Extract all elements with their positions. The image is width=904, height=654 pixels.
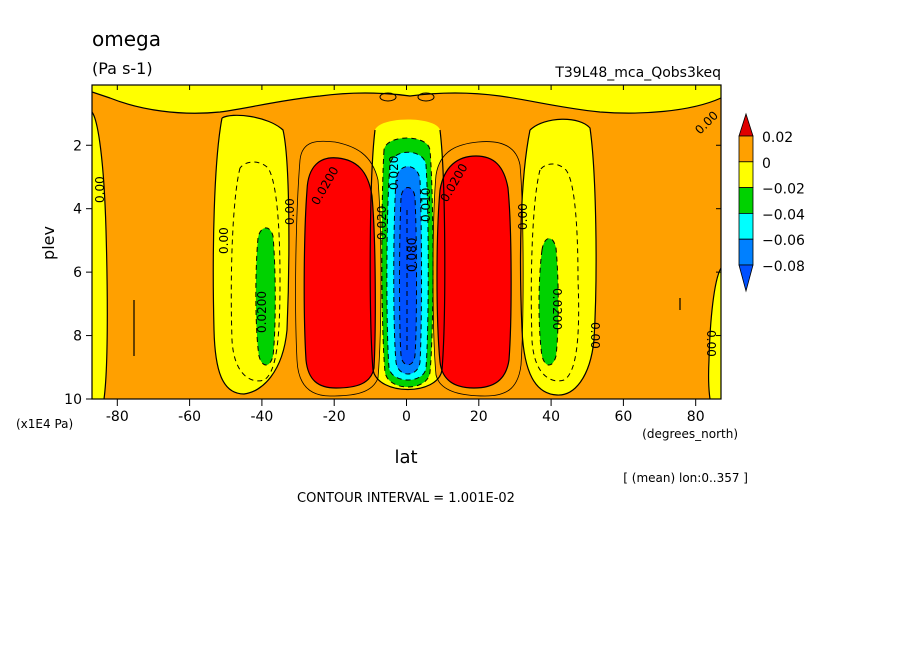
contour-line [92, 111, 108, 399]
colorbar-segment [738, 238, 754, 266]
colorbar-segment [738, 187, 754, 214]
colorbar-min-arrow [738, 264, 754, 293]
chart-units: (Pa s-1) [92, 59, 153, 78]
contour-line [707, 267, 721, 399]
x-tick-label: 20 [470, 409, 488, 425]
yellow-zone-east-edge [708, 268, 721, 399]
deep-blue-zone-equator [399, 187, 417, 365]
contour-line [381, 137, 434, 388]
colorbar: 0.02 0 −0.02 −0.04 −0.06 −0.08 [738, 112, 805, 293]
contour-line [295, 140, 382, 397]
y-tick-label: 4 [73, 202, 82, 218]
colorbar-label: −0.06 [762, 233, 805, 249]
colorbar-segment [738, 212, 754, 240]
y-axis: 2 4 6 8 10 [64, 138, 721, 408]
colorbar-max-arrow [738, 112, 754, 137]
y-axis-units: (x1E4 Pa) [16, 417, 73, 431]
y-tick-label: 2 [73, 138, 82, 154]
x-tick-label: -40 [250, 409, 273, 425]
contour-label: 0.00 [217, 227, 231, 254]
contour-label: 0.0200 [255, 291, 269, 333]
colorbar-segment [738, 161, 754, 189]
contour-label: 0.020 [375, 206, 389, 240]
colorbar-label: −0.02 [762, 182, 805, 198]
green-zone-south-midlat [255, 227, 276, 365]
y-axis-label: plev [39, 226, 58, 260]
x-axis-label: lat [394, 447, 417, 468]
contour-field: 0.00 0.0200 0.020 0.0200 0.0200 0.00 0.0… [92, 85, 721, 399]
contour-label: 0.00 [283, 198, 297, 225]
contour-line [212, 114, 290, 395]
contour-label: 0.020 [387, 156, 401, 190]
contour-label: 0.00 [588, 322, 602, 349]
contour-lines [92, 91, 721, 399]
colorbar-label: 0.02 [762, 130, 793, 146]
experiment-label: T39L48_mca_Qobs3keq [554, 65, 721, 81]
y-tick-label: 10 [64, 392, 82, 408]
red-zone-north [437, 156, 512, 388]
contour-line [519, 118, 597, 396]
contour-line [92, 91, 721, 114]
colorbar-label: −0.04 [762, 207, 805, 223]
yellow-zone-north [520, 119, 597, 396]
x-tick-label: 80 [687, 409, 705, 425]
x-tick-label: 40 [542, 409, 560, 425]
green-zone-north-midlat [539, 238, 559, 365]
x-axis-units: (degrees_north) [642, 427, 738, 441]
contour-label: 0.080 [405, 238, 419, 272]
contour-interval: CONTOUR INTERVAL = 1.001E-02 [297, 491, 515, 506]
colorbar-label: −0.08 [762, 259, 805, 275]
contour-line [436, 155, 512, 389]
chart-title: omega [92, 27, 161, 51]
x-tick-label: 60 [614, 409, 632, 425]
contour-label: 0.010 [419, 188, 433, 222]
contour-line [530, 163, 580, 382]
contour-label: 0.00 [93, 176, 107, 203]
contour-lines-thin [295, 140, 524, 397]
x-tick-label: -20 [323, 409, 346, 425]
top-blob-1 [379, 92, 397, 102]
contour-line [399, 187, 417, 366]
y-tick-label: 6 [73, 265, 82, 281]
contour-line [393, 166, 422, 375]
contour-line [230, 161, 281, 382]
contour-line [255, 227, 276, 366]
x-tick-label: 0 [402, 409, 411, 425]
averaging-note: [ (mean) lon:0..357 ] [623, 471, 748, 485]
y-tick-label: 8 [73, 329, 82, 345]
yellow-zone-top [92, 85, 721, 114]
x-axis: -80 -60 -40 -20 0 20 40 60 80 [106, 85, 705, 425]
contour-label: 0.0200 [550, 288, 564, 330]
x-tick-label: -60 [178, 409, 201, 425]
colorbar-segment [738, 135, 754, 163]
colorbar-label: 0 [762, 156, 771, 172]
dashed-contours [230, 137, 580, 388]
red-zone-south [304, 157, 376, 388]
contour-line [386, 151, 429, 381]
contour-line [538, 238, 559, 366]
contour-line [432, 141, 524, 397]
contour-line [369, 129, 446, 390]
contour-label: 0.00 [704, 330, 718, 357]
x-tick-label: -80 [106, 409, 129, 425]
contour-label: 0.00 [516, 203, 530, 230]
contour-line [303, 157, 376, 389]
